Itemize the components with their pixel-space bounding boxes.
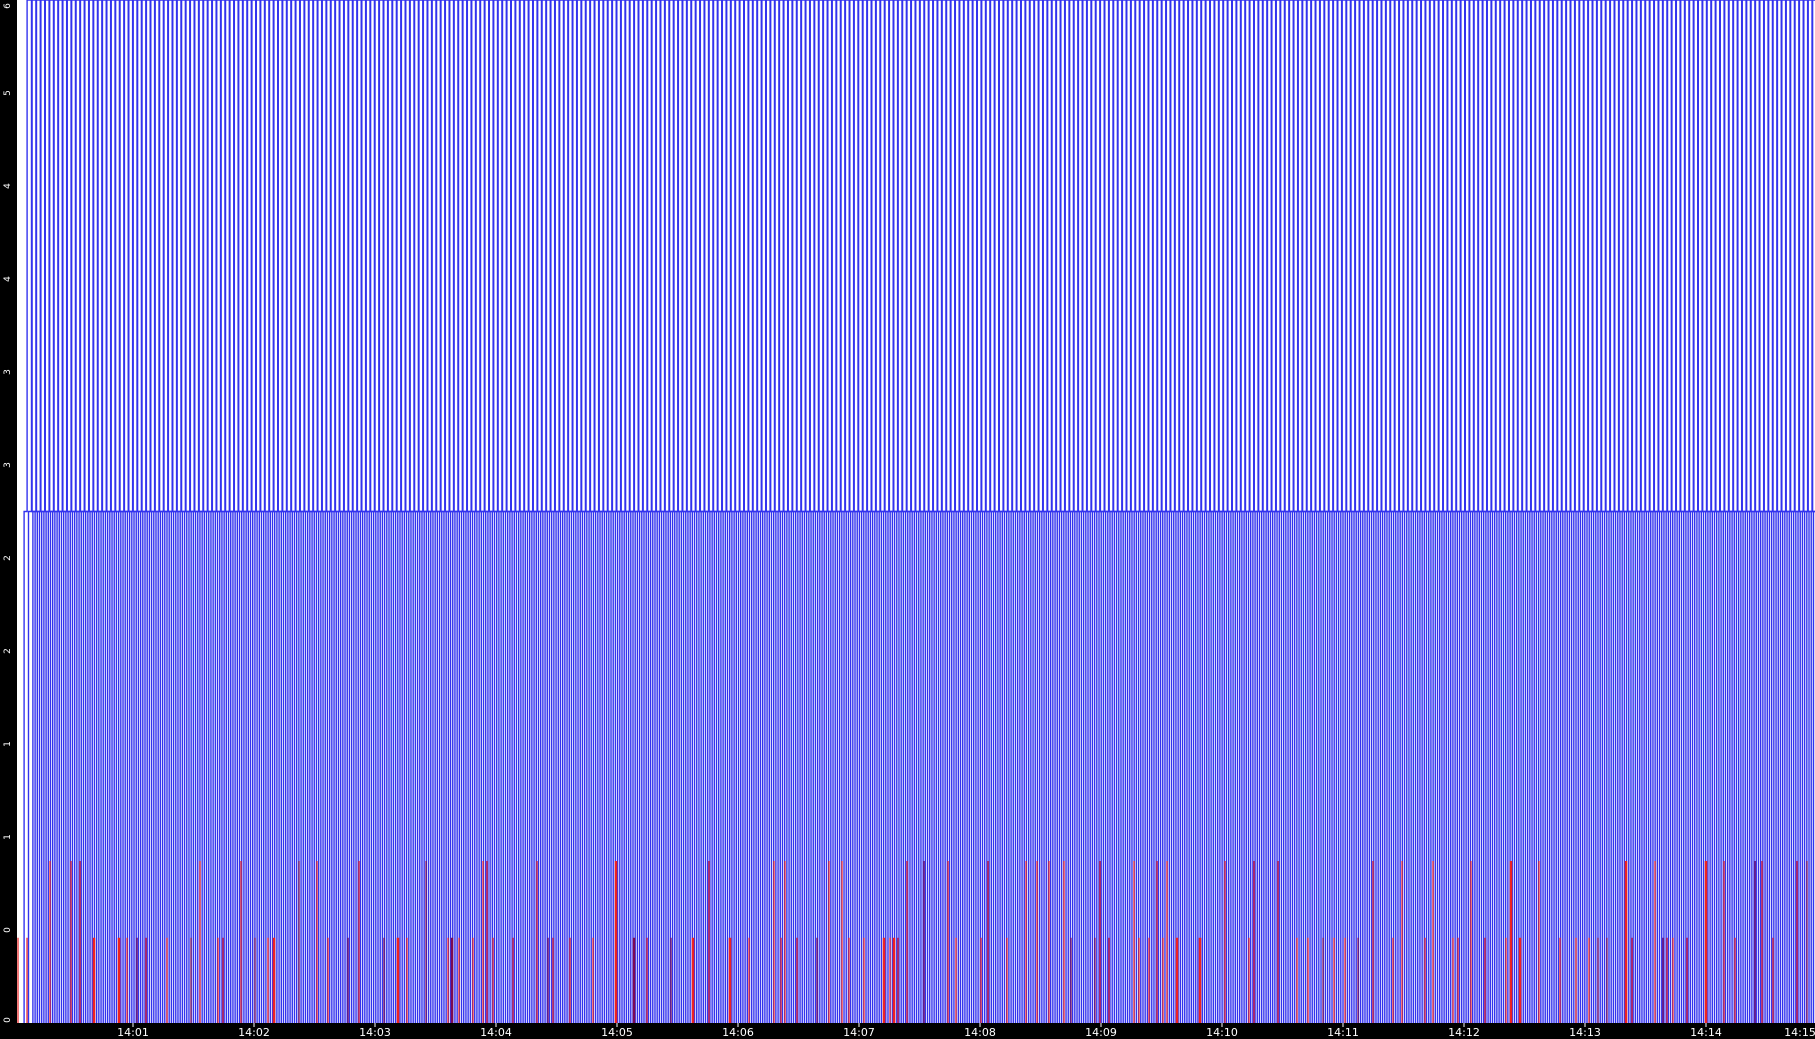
x-tick-label: 14:06: [722, 1026, 754, 1039]
blue-pulse: [1812, 510, 1815, 1023]
x-axis: 14:01 14:02 14:03 14:04 14:05 14:06 14:07 14:08…: [117, 1023, 1815, 1039]
y-tick-label: 4: [3, 276, 13, 282]
y-tick-label: 1: [3, 741, 13, 747]
x-tick-label: 14:08: [964, 1026, 996, 1039]
blue-pulse: [1803, 0, 1815, 1023]
x-tick-label: 14:09: [1085, 1026, 1117, 1039]
x-tick-label: 14:02: [238, 1026, 270, 1039]
x-tick-label: 14:07: [843, 1026, 875, 1039]
y-tick-label: 4: [3, 183, 13, 189]
y-tick-label: 2: [3, 648, 13, 654]
y-tick-label: 1: [3, 834, 13, 840]
y-tick-label: 5: [3, 90, 13, 96]
y-tick-label: 0: [3, 1017, 13, 1023]
y-axis: 0 0 1 1 2 2 3 3 4 4 5 6: [3, 3, 13, 1023]
x-tick-label: 14:03: [359, 1026, 391, 1039]
blue-pulse: [1808, 0, 1815, 1023]
red-series: [17, 861, 1808, 1023]
y-tick-label: 6: [3, 3, 13, 9]
x-tick-label: 14:12: [1448, 1026, 1480, 1039]
x-tick-label: 14:15: [1784, 1026, 1815, 1039]
x-tick-label: 14:05: [601, 1026, 633, 1039]
blue-series: [23, 0, 1815, 1023]
x-tick-label: 14:14: [1690, 1026, 1722, 1039]
x-tick-label: 14:10: [1206, 1026, 1238, 1039]
x-tick-label: 14:11: [1327, 1026, 1359, 1039]
y-tick-label: 3: [3, 462, 13, 468]
x-tick-label: 14:04: [480, 1026, 512, 1039]
y-tick-label: 3: [3, 369, 13, 375]
x-tick-label: 14:13: [1569, 1026, 1601, 1039]
y-tick-label: 2: [3, 555, 13, 561]
x-tick-label: 14:01: [117, 1026, 149, 1039]
y-tick-label: 0: [3, 927, 13, 933]
